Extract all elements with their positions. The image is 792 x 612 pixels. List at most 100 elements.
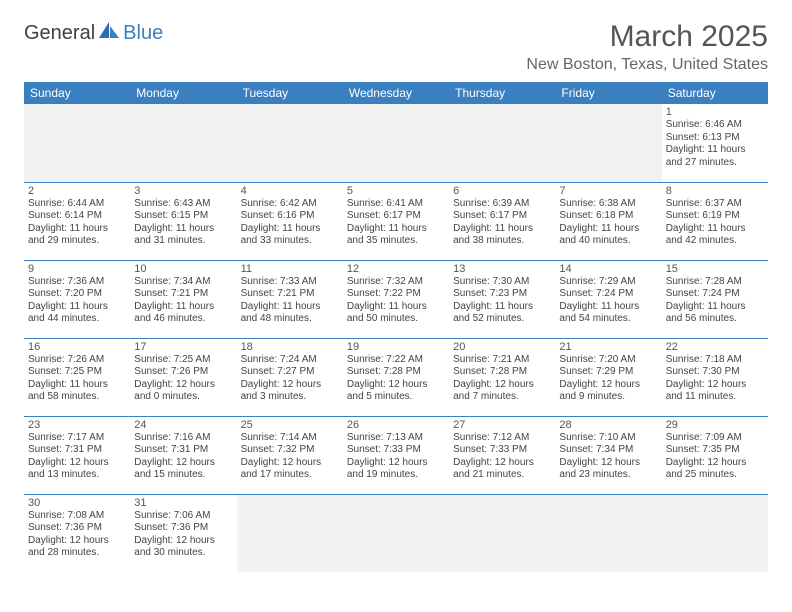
daylight-text: Daylight: 12 hours and 25 minutes. xyxy=(666,457,764,482)
daylight-text: Daylight: 11 hours and 50 minutes. xyxy=(347,301,445,326)
calendar-day-cell: 4Sunrise: 6:42 AMSunset: 6:16 PMDaylight… xyxy=(237,182,343,260)
day-info: Sunrise: 6:46 AMSunset: 6:13 PMDaylight:… xyxy=(666,119,764,169)
sunrise-text: Sunrise: 6:38 AM xyxy=(559,198,657,211)
header: General Blue March 2025 New Boston, Texa… xyxy=(24,20,768,74)
day-number: 29 xyxy=(666,419,764,431)
logo: General Blue xyxy=(24,20,163,45)
calendar-day-cell xyxy=(555,104,661,182)
calendar-week-row: 2Sunrise: 6:44 AMSunset: 6:14 PMDaylight… xyxy=(24,182,768,260)
sunset-text: Sunset: 7:32 PM xyxy=(241,444,339,457)
calendar-day-cell: 27Sunrise: 7:12 AMSunset: 7:33 PMDayligh… xyxy=(449,416,555,494)
sunset-text: Sunset: 6:18 PM xyxy=(559,210,657,223)
sunset-text: Sunset: 7:31 PM xyxy=(28,444,126,457)
day-number: 6 xyxy=(453,185,551,197)
day-number: 23 xyxy=(28,419,126,431)
calendar-day-cell: 19Sunrise: 7:22 AMSunset: 7:28 PMDayligh… xyxy=(343,338,449,416)
day-info: Sunrise: 7:28 AMSunset: 7:24 PMDaylight:… xyxy=(666,276,764,326)
day-info: Sunrise: 6:42 AMSunset: 6:16 PMDaylight:… xyxy=(241,198,339,248)
daylight-text: Daylight: 12 hours and 9 minutes. xyxy=(559,379,657,404)
sunrise-text: Sunrise: 7:12 AM xyxy=(453,432,551,445)
sunrise-text: Sunrise: 7:21 AM xyxy=(453,354,551,367)
day-info: Sunrise: 7:12 AMSunset: 7:33 PMDaylight:… xyxy=(453,432,551,482)
daylight-text: Daylight: 11 hours and 29 minutes. xyxy=(28,223,126,248)
day-number: 1 xyxy=(666,106,764,118)
day-info: Sunrise: 7:14 AMSunset: 7:32 PMDaylight:… xyxy=(241,432,339,482)
day-info: Sunrise: 6:41 AMSunset: 6:17 PMDaylight:… xyxy=(347,198,445,248)
sunset-text: Sunset: 7:24 PM xyxy=(666,288,764,301)
weekday-header: Thursday xyxy=(449,82,555,104)
day-info: Sunrise: 7:17 AMSunset: 7:31 PMDaylight:… xyxy=(28,432,126,482)
sunset-text: Sunset: 7:35 PM xyxy=(666,444,764,457)
sunset-text: Sunset: 7:33 PM xyxy=(347,444,445,457)
daylight-text: Daylight: 11 hours and 31 minutes. xyxy=(134,223,232,248)
calendar-day-cell xyxy=(237,494,343,572)
day-number: 15 xyxy=(666,263,764,275)
title-block: March 2025 New Boston, Texas, United Sta… xyxy=(526,20,768,74)
sunrise-text: Sunrise: 7:06 AM xyxy=(134,510,232,523)
day-info: Sunrise: 7:10 AMSunset: 7:34 PMDaylight:… xyxy=(559,432,657,482)
day-number: 2 xyxy=(28,185,126,197)
day-number: 16 xyxy=(28,341,126,353)
sunset-text: Sunset: 7:36 PM xyxy=(134,522,232,535)
sunset-text: Sunset: 6:17 PM xyxy=(453,210,551,223)
daylight-text: Daylight: 11 hours and 38 minutes. xyxy=(453,223,551,248)
day-info: Sunrise: 6:43 AMSunset: 6:15 PMDaylight:… xyxy=(134,198,232,248)
calendar-day-cell: 26Sunrise: 7:13 AMSunset: 7:33 PMDayligh… xyxy=(343,416,449,494)
sunset-text: Sunset: 6:16 PM xyxy=(241,210,339,223)
sunrise-text: Sunrise: 7:28 AM xyxy=(666,276,764,289)
sunset-text: Sunset: 7:23 PM xyxy=(453,288,551,301)
daylight-text: Daylight: 12 hours and 3 minutes. xyxy=(241,379,339,404)
calendar-day-cell: 1Sunrise: 6:46 AMSunset: 6:13 PMDaylight… xyxy=(662,104,768,182)
weekday-header: Tuesday xyxy=(237,82,343,104)
calendar-day-cell xyxy=(130,104,236,182)
sunset-text: Sunset: 7:30 PM xyxy=(666,366,764,379)
day-number: 22 xyxy=(666,341,764,353)
sunset-text: Sunset: 7:31 PM xyxy=(134,444,232,457)
calendar-day-cell: 28Sunrise: 7:10 AMSunset: 7:34 PMDayligh… xyxy=(555,416,661,494)
day-number: 25 xyxy=(241,419,339,431)
sunset-text: Sunset: 6:15 PM xyxy=(134,210,232,223)
sunrise-text: Sunrise: 7:32 AM xyxy=(347,276,445,289)
weekday-header: Saturday xyxy=(662,82,768,104)
daylight-text: Daylight: 11 hours and 48 minutes. xyxy=(241,301,339,326)
sunset-text: Sunset: 6:14 PM xyxy=(28,210,126,223)
calendar-week-row: 9Sunrise: 7:36 AMSunset: 7:20 PMDaylight… xyxy=(24,260,768,338)
day-info: Sunrise: 7:36 AMSunset: 7:20 PMDaylight:… xyxy=(28,276,126,326)
sunrise-text: Sunrise: 7:26 AM xyxy=(28,354,126,367)
sunset-text: Sunset: 7:28 PM xyxy=(347,366,445,379)
daylight-text: Daylight: 12 hours and 13 minutes. xyxy=(28,457,126,482)
day-info: Sunrise: 7:21 AMSunset: 7:28 PMDaylight:… xyxy=(453,354,551,404)
daylight-text: Daylight: 11 hours and 27 minutes. xyxy=(666,144,764,169)
calendar-day-cell xyxy=(24,104,130,182)
day-info: Sunrise: 7:30 AMSunset: 7:23 PMDaylight:… xyxy=(453,276,551,326)
day-info: Sunrise: 7:32 AMSunset: 7:22 PMDaylight:… xyxy=(347,276,445,326)
day-number: 3 xyxy=(134,185,232,197)
logo-text-blue: Blue xyxy=(123,22,163,45)
day-number: 20 xyxy=(453,341,551,353)
calendar-day-cell: 8Sunrise: 6:37 AMSunset: 6:19 PMDaylight… xyxy=(662,182,768,260)
weekday-header-row: Sunday Monday Tuesday Wednesday Thursday… xyxy=(24,82,768,104)
day-number: 7 xyxy=(559,185,657,197)
calendar-day-cell: 5Sunrise: 6:41 AMSunset: 6:17 PMDaylight… xyxy=(343,182,449,260)
day-info: Sunrise: 7:29 AMSunset: 7:24 PMDaylight:… xyxy=(559,276,657,326)
day-number: 12 xyxy=(347,263,445,275)
day-number: 14 xyxy=(559,263,657,275)
daylight-text: Daylight: 11 hours and 56 minutes. xyxy=(666,301,764,326)
sunrise-text: Sunrise: 7:17 AM xyxy=(28,432,126,445)
calendar-day-cell: 16Sunrise: 7:26 AMSunset: 7:25 PMDayligh… xyxy=(24,338,130,416)
day-info: Sunrise: 7:25 AMSunset: 7:26 PMDaylight:… xyxy=(134,354,232,404)
sunrise-text: Sunrise: 7:33 AM xyxy=(241,276,339,289)
day-info: Sunrise: 7:33 AMSunset: 7:21 PMDaylight:… xyxy=(241,276,339,326)
calendar-day-cell xyxy=(449,104,555,182)
day-number: 9 xyxy=(28,263,126,275)
daylight-text: Daylight: 11 hours and 52 minutes. xyxy=(453,301,551,326)
daylight-text: Daylight: 11 hours and 46 minutes. xyxy=(134,301,232,326)
sunset-text: Sunset: 7:33 PM xyxy=(453,444,551,457)
weekday-header: Sunday xyxy=(24,82,130,104)
calendar-day-cell: 3Sunrise: 6:43 AMSunset: 6:15 PMDaylight… xyxy=(130,182,236,260)
sunrise-text: Sunrise: 7:10 AM xyxy=(559,432,657,445)
sunset-text: Sunset: 7:34 PM xyxy=(559,444,657,457)
calendar-day-cell: 31Sunrise: 7:06 AMSunset: 7:36 PMDayligh… xyxy=(130,494,236,572)
sunset-text: Sunset: 7:25 PM xyxy=(28,366,126,379)
calendar-day-cell: 21Sunrise: 7:20 AMSunset: 7:29 PMDayligh… xyxy=(555,338,661,416)
